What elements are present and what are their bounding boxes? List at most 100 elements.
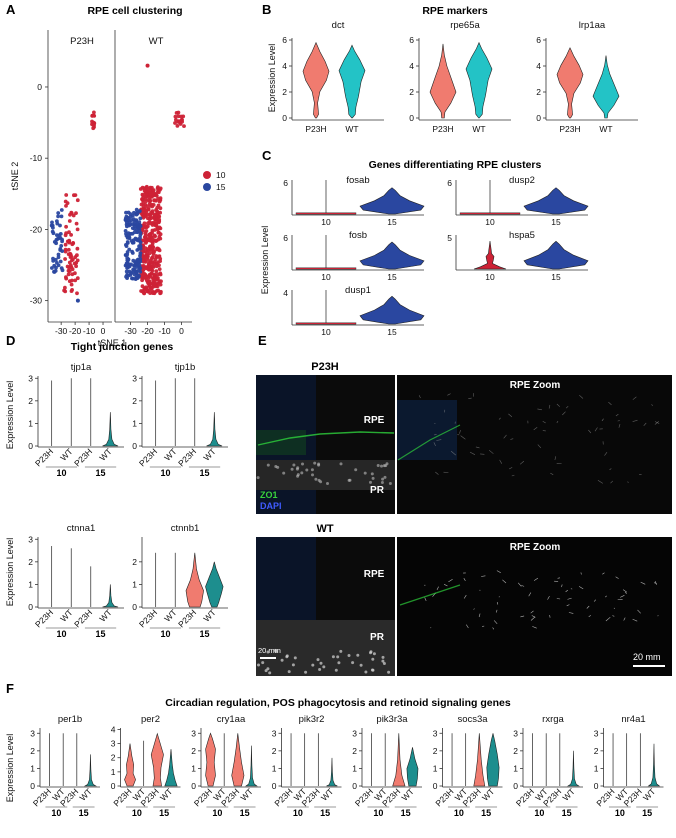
tsne-point [69, 282, 74, 287]
tsne-point [148, 187, 153, 191]
cell-junction-fragment [498, 596, 500, 598]
category-label: 15 [387, 217, 397, 227]
ytick-label: 3 [28, 373, 33, 383]
tsne-point [149, 271, 154, 276]
tsne-point [66, 268, 71, 273]
cell-junction-fragment [436, 586, 439, 591]
nucleus-dot [314, 477, 318, 481]
tsne-point [139, 202, 144, 207]
cell-junction-fragment [618, 424, 621, 428]
micro-rpe-label-p23h: RPE [364, 415, 385, 426]
tsne-point [157, 254, 162, 258]
nucleus-dot [356, 653, 360, 657]
panel-a-ytick-label: -10 [30, 153, 43, 163]
tsne-point [57, 233, 62, 238]
category-label: 10 [321, 217, 331, 227]
cell-junction-fragment [443, 584, 448, 587]
cell-junction-fragment [463, 577, 466, 581]
tsne-point [158, 272, 163, 277]
ytick-label: 3 [594, 728, 599, 738]
tsne-point [67, 238, 72, 243]
cell-junction-fragment [550, 472, 554, 475]
category-label: P23H [176, 607, 198, 629]
nucleus-dot [334, 668, 338, 672]
cluster-label: 15 [240, 808, 250, 818]
cell-junction-fragment [499, 459, 503, 464]
cluster-label: 15 [200, 468, 210, 478]
violin-panel-rpe65a: 0 2 4 6 rpe65a P23H WT [409, 20, 511, 134]
violin-rpe65a-WT [465, 41, 493, 119]
ytick-label: 2 [111, 753, 116, 763]
tsne-point [137, 227, 142, 232]
category-label: WT [641, 786, 657, 802]
tsne-point [64, 204, 68, 208]
category-label: P23H [305, 124, 326, 134]
cell-junction-fragment [567, 597, 572, 600]
tsne-point [59, 244, 64, 248]
tsne-point [176, 114, 181, 119]
nucleus-dot [268, 671, 272, 675]
ytick-label: 3 [272, 728, 277, 738]
ytick-label: 1 [191, 763, 196, 773]
nucleus-dot [290, 467, 294, 471]
ytick-label: 0 [28, 602, 33, 612]
cell-junction-fragment [624, 591, 627, 594]
tsne-point [63, 289, 68, 294]
category-label: 10 [485, 272, 495, 282]
cell-junction-fragment [548, 404, 551, 409]
gene-title: dct [332, 20, 345, 31]
zo1-signal-p23h [257, 431, 395, 446]
cell-junction-fragment [593, 599, 597, 602]
cell-junction-fragment [643, 422, 647, 426]
category-label: WT [560, 786, 576, 802]
tsne-point [151, 188, 156, 193]
tsne-point [133, 236, 138, 241]
nucleus-dot [285, 655, 289, 659]
nucleus-dot [266, 463, 270, 467]
tsne-point [70, 272, 75, 277]
category-label: WT [319, 786, 335, 802]
nucleus-dot [359, 663, 363, 667]
tsne-point [148, 247, 153, 252]
gene-title: tjp1a [71, 362, 92, 373]
nucleus-dot [380, 464, 383, 468]
tsne-point [58, 259, 63, 264]
cell-junction-fragment [608, 401, 612, 406]
tsne-point [156, 226, 161, 231]
tsne-point [129, 262, 134, 267]
gene-title: rpe65a [450, 20, 480, 31]
category-label: WT [201, 607, 217, 623]
nucleus-dot [280, 658, 284, 662]
tsne-point [146, 289, 150, 294]
panel-d-title: Tight junction genes [71, 341, 174, 353]
nucleus-dot [276, 465, 280, 469]
cell-junction-fragment [623, 617, 626, 621]
violin-ctnna1-3 [102, 584, 119, 608]
tsne-point [135, 211, 140, 216]
tsne-point [91, 126, 96, 131]
category-label: P23H [137, 446, 159, 468]
violin-hspa5-10 [473, 240, 507, 270]
tsne-point [147, 279, 152, 284]
violin-socs3a-3 [486, 733, 500, 787]
violin-dct-P23H [302, 41, 330, 119]
cluster-label: 15 [79, 808, 89, 818]
micro-zoom-title-wt: RPE Zoom [510, 542, 561, 553]
cell-junction-fragment [579, 394, 584, 399]
tsne-point [64, 193, 69, 197]
tsne-point [124, 274, 128, 279]
cluster-label: 15 [200, 629, 210, 639]
tsne-point [150, 255, 155, 260]
gene-title: per1b [58, 714, 82, 725]
nucleus-dot [339, 462, 343, 466]
gene-title: dusp1 [345, 285, 371, 296]
tsne-point [174, 117, 178, 122]
tsne-point [56, 252, 61, 257]
tsne-point [150, 211, 155, 216]
violin-per2-3 [164, 749, 178, 787]
gene-title: rxrga [542, 714, 564, 725]
violin-lrp1aa-WT [592, 55, 620, 119]
tsne-point [151, 276, 156, 281]
ytick-label: 4 [409, 61, 414, 71]
